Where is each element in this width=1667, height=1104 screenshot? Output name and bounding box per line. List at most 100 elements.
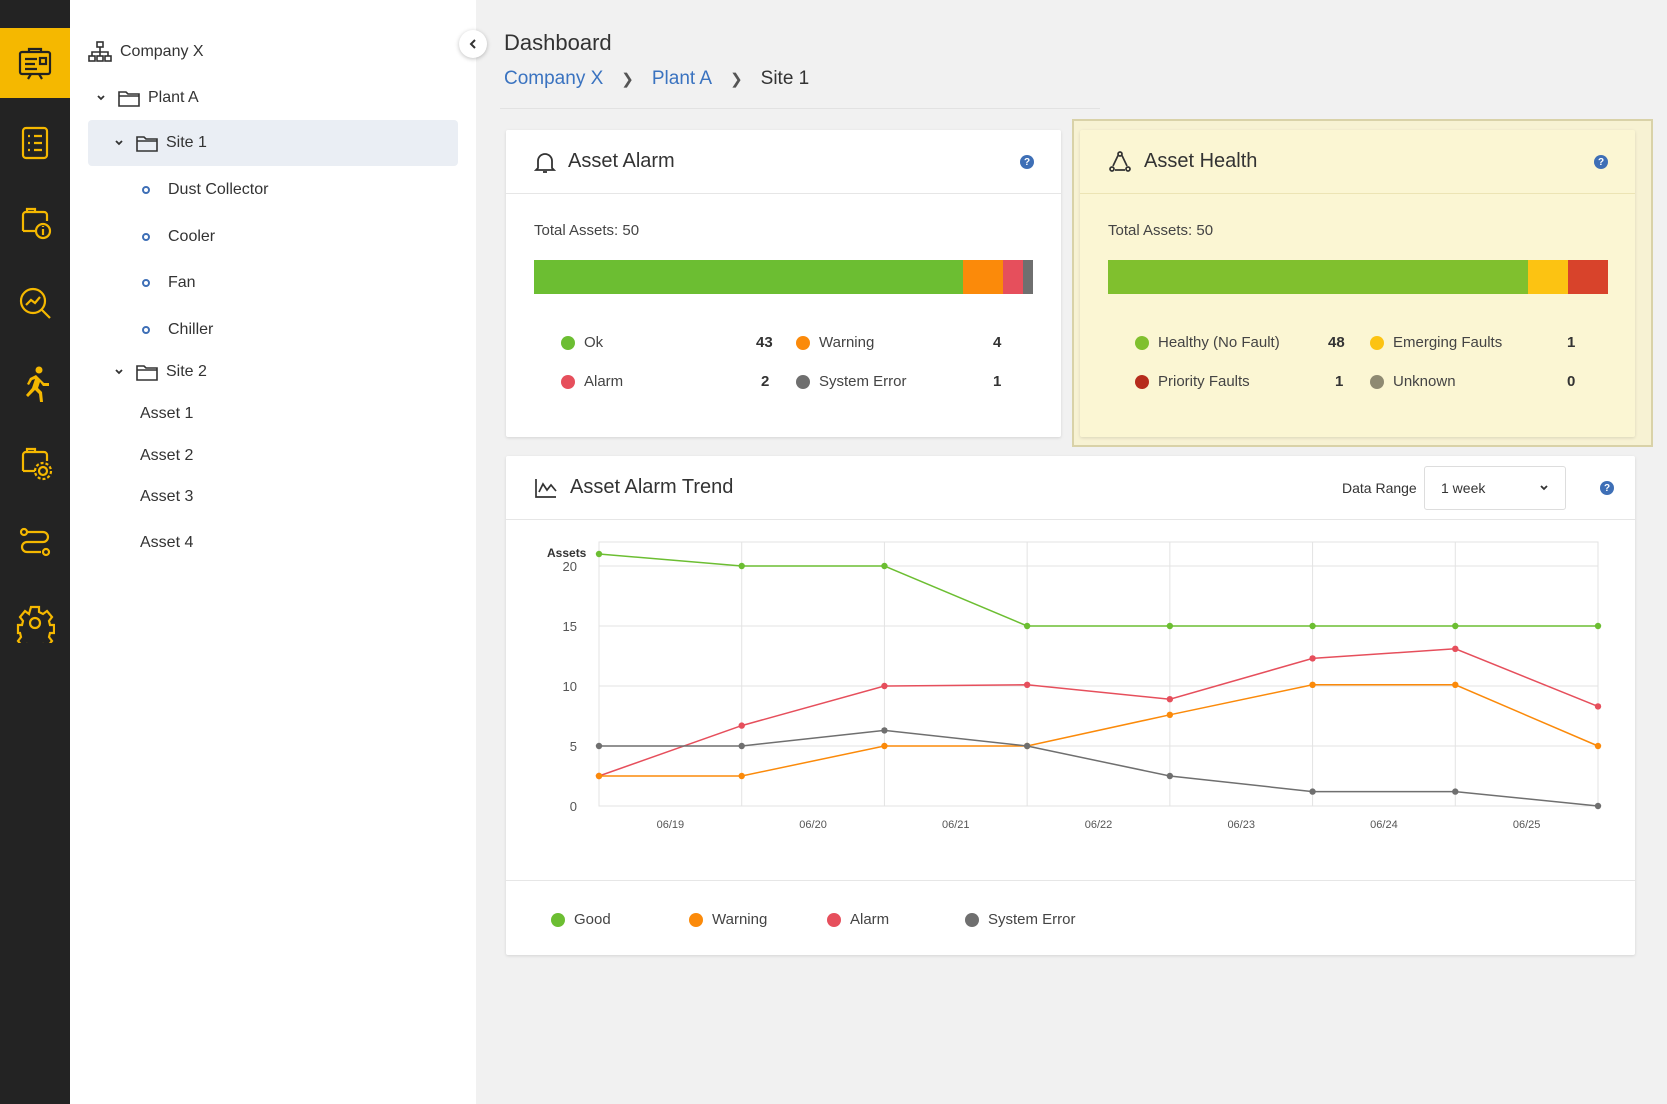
data-point <box>738 562 745 570</box>
data-point <box>1309 622 1316 630</box>
tree-node-asset[interactable]: Asset 1 <box>140 391 193 437</box>
breadcrumb: Company X ❯ Plant A ❯ Site 1 <box>504 68 809 90</box>
tree-node-plant[interactable]: Plant A <box>96 75 199 121</box>
legend-count: 48 <box>1328 334 1345 351</box>
gear-icon[interactable] <box>0 588 70 658</box>
tree-node-asset[interactable]: Dust Collector <box>142 167 268 213</box>
series-line <box>598 553 1598 627</box>
legend-count: 0 <box>1567 373 1576 390</box>
bar-segment <box>534 260 964 294</box>
x-tick-label: 06/23 <box>1227 819 1255 831</box>
series-dot <box>827 912 841 927</box>
tree-label: Dust Collector <box>168 181 269 198</box>
data-point <box>1023 622 1031 630</box>
data-point <box>1452 788 1459 795</box>
legend-item: System Error 1 <box>796 373 1006 390</box>
tree-label: Chiller <box>168 321 214 338</box>
chart-legend-item[interactable]: Alarm <box>827 911 889 928</box>
asset-alarm-trend-card: Asset Alarm Trend Data Range ? 0 5 10 15 20 A… <box>506 456 1635 955</box>
data-point <box>1452 681 1459 688</box>
tree-node-asset[interactable]: Cooler <box>142 214 215 260</box>
series-line <box>599 684 1599 777</box>
chevron-down-icon <box>97 95 105 101</box>
chart-legend-item[interactable]: Warning <box>689 911 767 928</box>
legend-label: Priority Faults <box>1158 373 1250 390</box>
series-dot <box>689 912 703 927</box>
tree-node-asset[interactable]: Asset 2 <box>140 433 193 479</box>
tree-node-site-2[interactable]: Site 2 <box>114 349 207 395</box>
legend-count: 1 <box>1335 373 1344 390</box>
data-point <box>881 742 888 750</box>
tree-node-asset[interactable]: Fan <box>142 260 196 306</box>
collapse-panel-button[interactable] <box>459 30 487 58</box>
card-title: Asset Alarm <box>568 150 675 172</box>
y-tick-label: 15 <box>563 619 577 634</box>
legend-item: Ok 43 <box>561 334 773 351</box>
running-man-icon[interactable] <box>0 348 70 418</box>
data-point <box>1166 772 1174 780</box>
data-point <box>595 742 603 750</box>
tree-node-company[interactable]: Company X <box>88 29 204 75</box>
asset-settings-icon[interactable] <box>0 428 70 498</box>
x-tick-label: 06/22 <box>1085 819 1113 831</box>
tree-node-site-1[interactable]: Site 1 <box>88 120 458 166</box>
x-tick-label: 2024 <box>1372 835 1396 836</box>
chevron-down-icon <box>1540 485 1548 491</box>
x-tick-label: 06/21 <box>942 819 970 831</box>
bullet-icon <box>142 326 150 334</box>
x-tick-label: 06/20 <box>799 819 827 831</box>
tree-node-asset[interactable]: Asset 3 <box>140 474 193 520</box>
series-line <box>599 729 1599 807</box>
legend-item: Healthy (No Fault) 48 <box>1135 334 1345 351</box>
bullet-icon <box>142 233 150 241</box>
data-point <box>1166 711 1174 718</box>
legend-count: 2 <box>761 373 770 390</box>
tree-node-asset[interactable]: Chiller <box>142 307 213 353</box>
line-chart-icon <box>535 478 557 498</box>
data-point <box>738 742 745 750</box>
data-point <box>1452 622 1459 630</box>
analytics-search-icon[interactable] <box>0 268 70 338</box>
checklist-icon[interactable] <box>0 108 70 178</box>
x-tick-label: 2024 <box>1086 835 1110 836</box>
tree-label: Cooler <box>168 228 216 245</box>
data-point <box>1594 742 1602 750</box>
bullet-icon <box>142 279 150 287</box>
help-icon[interactable]: ? <box>1600 481 1614 495</box>
data-point <box>1594 703 1602 710</box>
card-header: Asset Alarm <box>506 130 1061 194</box>
y-tick-label: 5 <box>570 739 577 754</box>
chevron-right-icon: ❯ <box>730 71 743 88</box>
series-dot <box>965 912 979 927</box>
bar-segment <box>963 260 1004 294</box>
series-dot <box>551 912 565 927</box>
data-point <box>1594 802 1602 810</box>
chart-legend-item[interactable]: System Error <box>965 911 1076 928</box>
asset-health-card: Asset Health ? Total Assets: 50 Healthy … <box>1080 130 1635 437</box>
tree-label: Asset 4 <box>140 534 194 551</box>
breadcrumb-link[interactable]: Company X <box>504 68 604 89</box>
data-range-select[interactable]: 1 week <box>1424 466 1566 510</box>
data-point <box>881 682 888 690</box>
chart-legend-item[interactable]: Good <box>551 911 611 928</box>
legend-label: System Error <box>819 373 907 390</box>
legend-label: Good <box>574 911 611 928</box>
data-point <box>595 550 603 558</box>
legend-label: Alarm <box>850 911 890 928</box>
tree-label: Site 1 <box>166 134 207 151</box>
dashboard-icon[interactable] <box>0 28 70 98</box>
help-icon[interactable]: ? <box>1020 155 1034 169</box>
tree-label: Asset 1 <box>140 405 194 422</box>
select-value: 1 week <box>1441 480 1486 496</box>
bar-segment <box>1003 260 1023 294</box>
y-axis-label: Assets <box>547 546 587 560</box>
divider <box>506 880 1635 881</box>
help-icon[interactable]: ? <box>1594 155 1608 169</box>
tree-node-asset[interactable]: Asset 4 <box>140 520 193 566</box>
folder-icon <box>118 91 140 107</box>
workflow-icon[interactable] <box>0 508 70 578</box>
health-stacked-bar <box>1108 260 1608 294</box>
hierarchy-icon <box>88 41 112 62</box>
breadcrumb-link[interactable]: Plant A <box>651 68 713 89</box>
asset-info-icon[interactable] <box>0 188 70 258</box>
